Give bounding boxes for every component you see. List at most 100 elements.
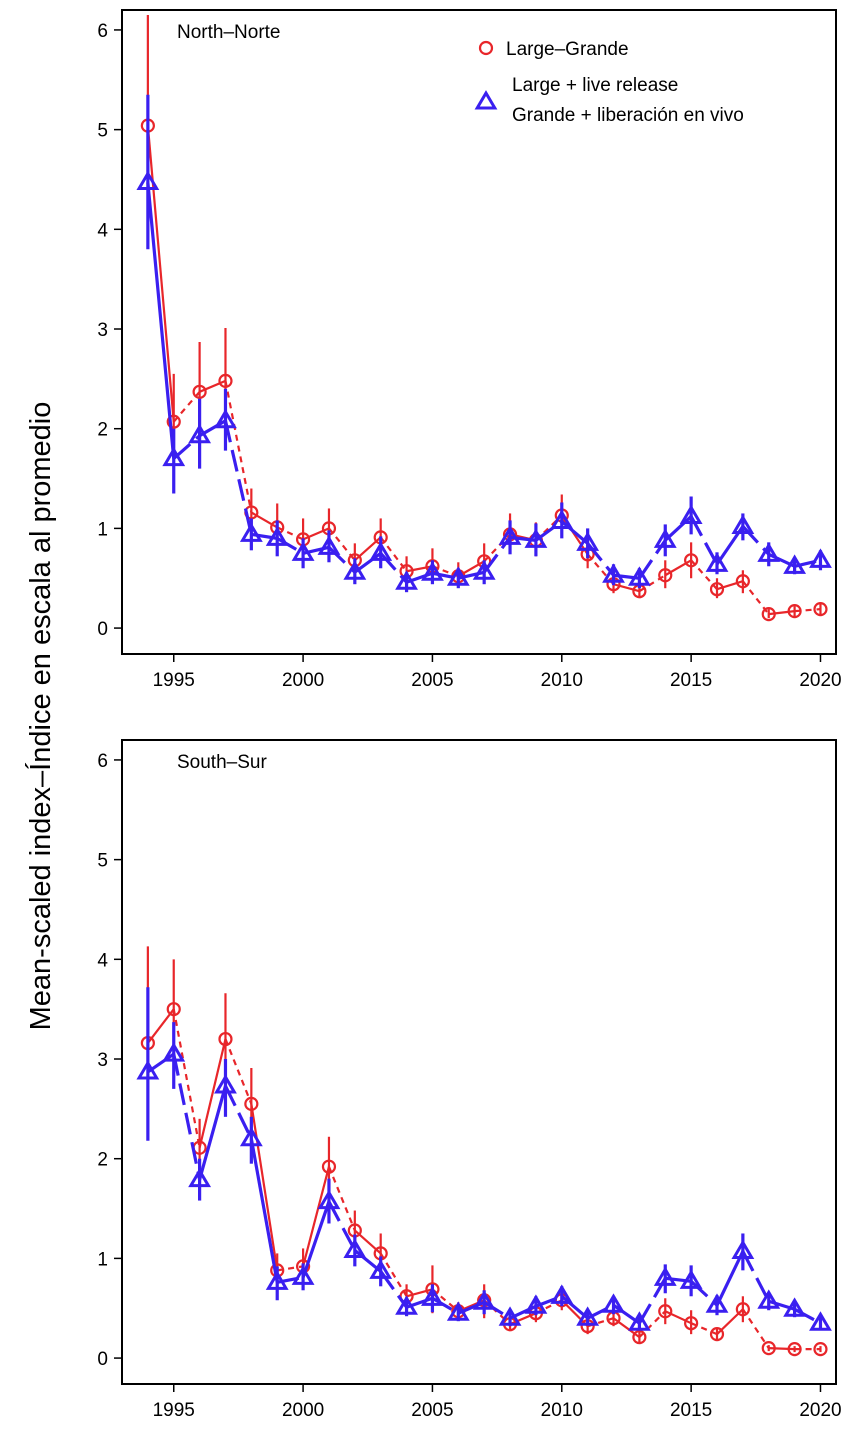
series-line-segment [716,580,744,591]
series-line-segment [249,1138,279,1283]
series-line-segment [198,1038,227,1148]
series-line-segment [302,1166,331,1267]
panel-north: 0 1 2 3 4 5 6 1995 2000 2005 2010 2015 2020 North–Nor… [97,9,842,691]
data-point [627,1311,651,1331]
y-tick-label: 5 [97,121,108,142]
legend-circle-icon [478,40,494,56]
data-point [421,1286,444,1306]
series-line-segment [224,380,253,513]
series-line-segment [146,1008,175,1044]
data-point [369,1259,393,1279]
data-point [813,602,828,617]
series-line-segment [224,1038,253,1105]
data-point [602,563,625,583]
data-point [627,566,651,586]
data-point [166,414,181,429]
plot-frame [121,739,837,1385]
data-point [524,528,548,548]
data-point [395,570,418,590]
series-line-segment [664,1310,692,1325]
data-point [709,1327,725,1342]
data-point [576,1306,600,1326]
series-line-segment [664,559,692,577]
data-point [498,525,522,545]
data-point [684,553,699,568]
data-point [369,541,393,561]
y-tick-label: 5 [97,851,108,872]
data-point [787,604,802,619]
series-line-segment [768,610,795,616]
series-live_release [136,94,832,593]
series-line-segment [277,1265,304,1272]
y-tick-label: 2 [97,420,108,441]
series-line-segment [794,608,821,613]
x-tick-label: 2015 [670,1400,712,1421]
panel-label: South–Sur [177,752,267,773]
series-line-segment [250,1103,279,1271]
data-point [395,1295,418,1315]
data-point [576,531,600,551]
data-point [709,582,725,597]
y-tick-label: 0 [97,619,108,640]
series-line-segment [690,1280,719,1307]
panel-south: 0 1 2 3 4 5 6 1995 2000 2005 2010 2015 2020 South–Sur [97,739,842,1421]
series-line-segment [741,1250,771,1302]
data-point [244,1096,259,1111]
data-point [684,1316,699,1331]
x-tick-label: 2020 [799,670,841,691]
y-tick-label: 4 [97,220,108,241]
data-point [735,1302,750,1317]
data-point [472,560,496,580]
x-tick-label: 2000 [282,1400,324,1421]
y-axis-label: Mean-scaled index–Índice en escala al pr… [24,402,57,1031]
legend-label: Large + live release [512,75,678,96]
series-line-segment [406,1288,433,1298]
x-tick-label: 2015 [670,670,712,691]
series-line-segment [379,536,408,572]
series-line-segment [223,420,253,535]
series-line-segment [276,536,304,555]
data-point [602,1293,625,1313]
x-tick-label: 2020 [799,1400,841,1421]
data-point [265,1270,289,1290]
data-point [498,1306,522,1326]
data-point [705,1293,729,1313]
data-point [218,373,233,388]
y-tick-label: 2 [97,1150,108,1171]
series-line-segment [172,1053,202,1180]
series-line-segment [793,1307,822,1325]
data-point [735,574,750,589]
data-point [265,526,289,546]
series-line-segment [301,1201,331,1278]
data-point [787,1342,802,1357]
data-point [761,1341,776,1356]
data-point [446,566,470,586]
panel-label: North–Norte [177,22,281,43]
data-point [214,408,237,429]
data-point [421,561,444,581]
data-point [632,1330,647,1345]
series-line-segment [741,1308,770,1349]
y-tick-label: 6 [97,751,108,772]
data-point [239,522,263,542]
data-point [705,552,729,572]
data-point [813,1342,828,1357]
plot-frame [121,9,837,655]
x-tick-label: 2005 [411,1400,453,1421]
y-tick-label: 3 [97,1050,108,1071]
x-tick-label: 2000 [282,670,324,691]
series-line-segment [224,1085,253,1140]
data-point [757,542,781,562]
series-line-segment [302,527,330,541]
data-point [653,528,677,548]
series-line-segment [483,1300,511,1320]
series-live_release [136,987,832,1331]
data-point [757,1289,781,1309]
y-tick-label: 3 [97,320,108,341]
data-point [731,514,755,534]
data-point [192,384,207,399]
series-line-segment [327,1200,357,1252]
data-point [761,607,776,622]
series-line-segment [379,1252,408,1297]
